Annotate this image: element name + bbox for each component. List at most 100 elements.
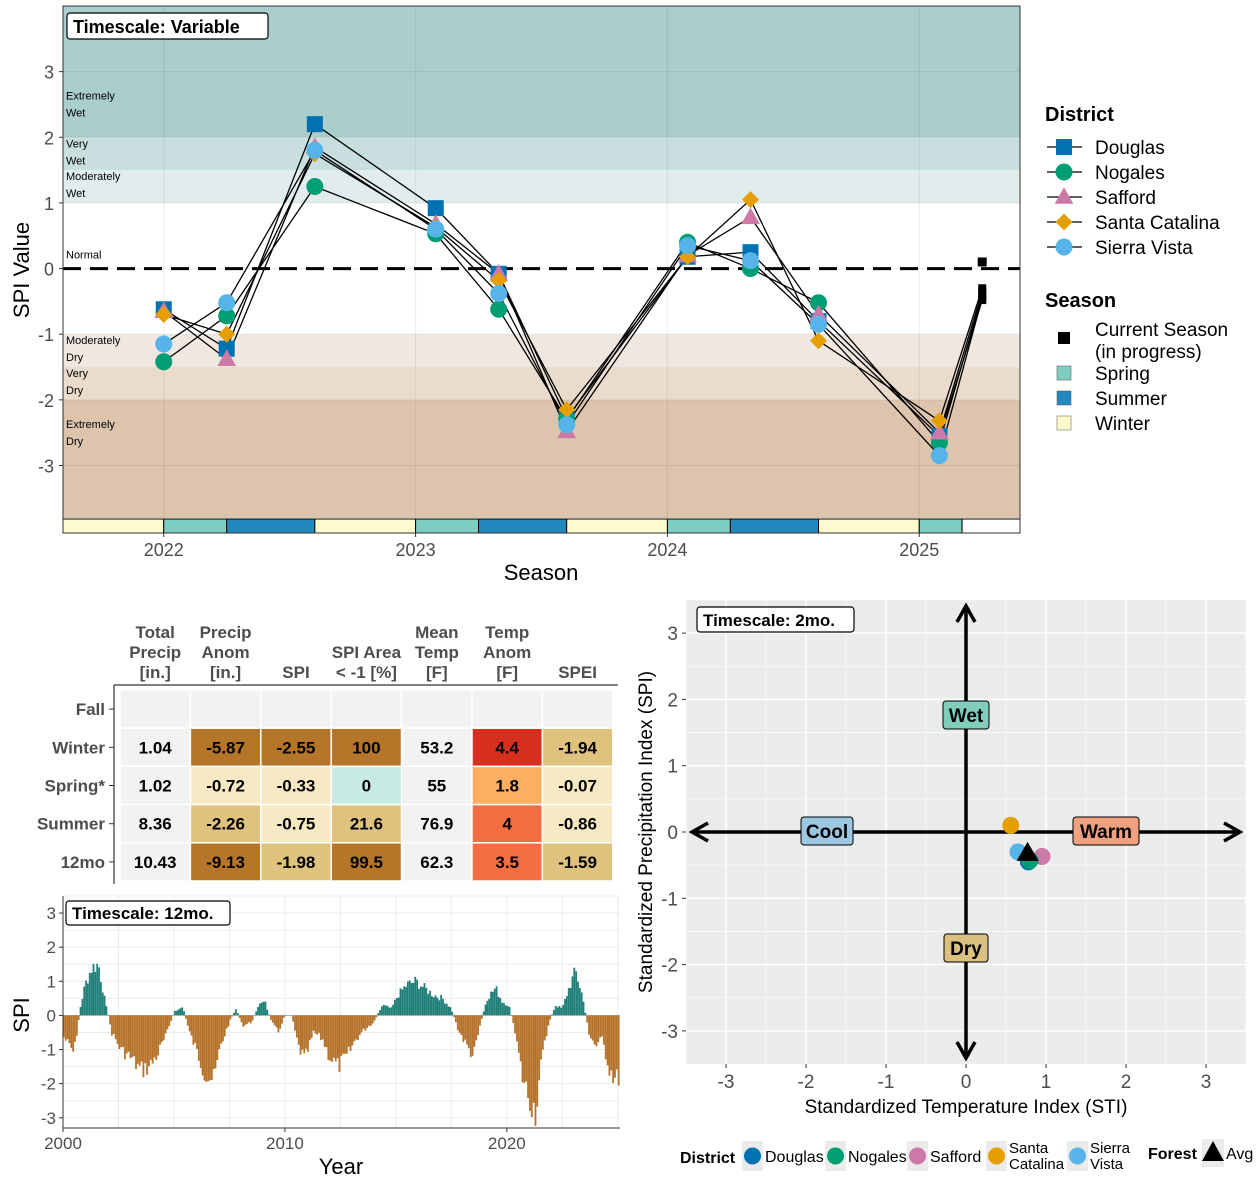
spi-bar	[122, 1015, 124, 1048]
spi-bar	[469, 1015, 472, 1058]
spi-bar	[406, 981, 409, 1016]
spi-bar	[323, 1015, 326, 1047]
spi-bar	[353, 1015, 356, 1042]
spi-bar	[94, 971, 97, 1016]
spi-bar	[135, 1015, 137, 1070]
table-cell	[260, 803, 332, 844]
y-axis-title: SPI	[9, 997, 34, 1032]
quadrant-label-wet-box	[942, 700, 990, 730]
spi-bar	[255, 1011, 258, 1016]
point-santa-catalina	[155, 306, 173, 324]
table-cell	[471, 842, 544, 882]
legend-season-title: Season	[1045, 290, 1116, 312]
spi-bar	[508, 1006, 511, 1016]
legend-season-label-line2: (in progress)	[1095, 342, 1202, 363]
x-tick-label: 2024	[647, 540, 687, 560]
table-cell-value: -0.07	[558, 777, 597, 796]
spi-bar	[482, 1011, 485, 1016]
spi-bar	[430, 996, 433, 1016]
top-legend: District Douglas Nogales Safford Santa Catal…	[1045, 104, 1228, 435]
table-cell	[330, 727, 403, 768]
spi-bar	[386, 1005, 389, 1016]
spi-bar	[399, 988, 402, 1016]
spi-bar	[209, 1015, 211, 1081]
spi-bar	[197, 1015, 200, 1061]
spi-bar	[151, 1015, 154, 1064]
spi-bar	[497, 996, 500, 1016]
quadrant-label-dry-box	[943, 933, 989, 963]
band-label: Wet	[66, 188, 85, 200]
spi-bar	[146, 1015, 149, 1075]
spi-bar	[556, 1007, 559, 1016]
point-sierra-vista	[490, 285, 508, 303]
table-cell	[400, 842, 473, 882]
spi-bar	[77, 1015, 80, 1021]
spi-bar	[521, 1015, 524, 1083]
table-cell-value: -0.72	[206, 777, 245, 796]
table-column-header: [F]	[496, 663, 518, 682]
bottom-legend-label: Vista	[1090, 1156, 1124, 1173]
spi-bar	[584, 1012, 587, 1016]
y-tick-label: 2	[667, 690, 678, 711]
spi-bar	[558, 1005, 561, 1016]
table-cell-value: -1.59	[558, 853, 597, 872]
spi-bar	[421, 986, 424, 1016]
legend-marker-sierra-vista	[1055, 238, 1073, 256]
spi-bar	[336, 1015, 339, 1059]
forest-avg-marker	[1016, 841, 1039, 861]
spi-bar	[416, 979, 418, 1016]
spi-bar	[351, 1015, 354, 1046]
table-cell	[471, 803, 544, 844]
season-strip-spring	[415, 518, 480, 534]
legend-label-sierra-vista: Sierra Vista	[1095, 238, 1193, 259]
season-strip-winter	[818, 518, 920, 534]
spi-bar	[527, 1015, 529, 1098]
spi-bar	[403, 986, 406, 1016]
spi-bar	[593, 1015, 596, 1045]
spi-bar	[475, 1015, 478, 1041]
bottom-legend-district-title: District	[680, 1150, 736, 1167]
spi-bar	[127, 1015, 130, 1052]
spi-bar	[188, 1015, 191, 1032]
spi-bar	[327, 1015, 330, 1060]
bottom-legend-label: Safford	[930, 1149, 981, 1166]
spi-bar	[310, 1015, 313, 1039]
spi-bar	[207, 1015, 210, 1082]
x-tick-label: -3	[718, 1072, 735, 1093]
spi-bar	[495, 986, 498, 1016]
spi-bar	[486, 1000, 489, 1016]
spi-bar	[118, 1015, 121, 1049]
point-santa-catalina	[930, 412, 948, 430]
bottom-legend-label: Douglas	[765, 1149, 824, 1166]
spi-bar	[316, 1015, 319, 1035]
spi-bar	[462, 1015, 465, 1043]
point-sierra-vista	[558, 416, 576, 434]
legend-season-label: Summer	[1095, 389, 1167, 410]
spi-bar	[484, 1004, 487, 1016]
spi-bar	[540, 1015, 542, 1060]
table-row-header: Spring*	[45, 777, 106, 796]
x-tick-label: 2020	[488, 1134, 526, 1153]
spi-bar	[471, 1015, 474, 1056]
spi-bar	[81, 999, 84, 1016]
table-cell-value: 76.9	[420, 815, 453, 834]
spi-bar	[384, 1005, 387, 1016]
spi-bar	[266, 1009, 269, 1016]
spi-bar	[75, 1015, 78, 1036]
spi-bar	[578, 987, 581, 1016]
y-tick-label: 1	[44, 194, 54, 214]
spi-bar	[190, 1015, 193, 1036]
spi-bar	[312, 1015, 315, 1031]
bottom-legend-label: Santa	[1009, 1140, 1049, 1157]
legend-marker-safford	[1054, 187, 1074, 204]
point-sierra-vista	[810, 315, 828, 333]
spi-bar	[580, 992, 583, 1016]
y-tick-label: 2	[47, 938, 56, 957]
bottom-legend-label: Catalina	[1009, 1156, 1065, 1173]
spi-bar	[571, 976, 574, 1016]
spi-bar	[220, 1015, 222, 1044]
spi-bar	[185, 1015, 187, 1019]
spi-bar	[320, 1015, 322, 1041]
spi-bar	[438, 1000, 441, 1016]
point-sierra-vista	[306, 141, 324, 159]
